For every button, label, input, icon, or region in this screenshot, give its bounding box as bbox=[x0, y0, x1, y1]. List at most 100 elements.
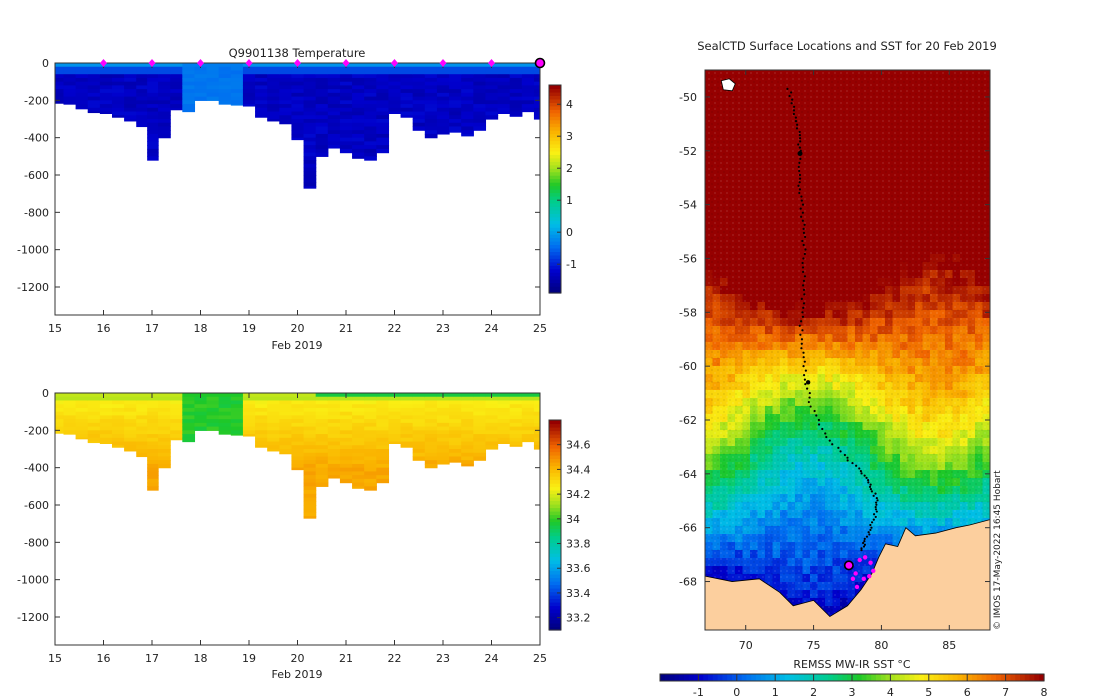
section-cell bbox=[99, 96, 113, 101]
section-cell bbox=[521, 396, 535, 402]
section-cell bbox=[364, 100, 377, 105]
section-cell bbox=[315, 104, 329, 109]
section-cell bbox=[473, 77, 487, 83]
section-cell bbox=[303, 508, 317, 514]
section-cell bbox=[147, 430, 159, 435]
section-cell bbox=[352, 434, 365, 439]
colorbar-segment bbox=[549, 476, 561, 481]
section-cell bbox=[230, 426, 244, 431]
colorbar-segment bbox=[549, 157, 561, 162]
section-cell bbox=[436, 460, 450, 465]
colorbar-segment bbox=[549, 542, 561, 547]
section-cell bbox=[461, 77, 474, 83]
colorbar-segment bbox=[549, 626, 561, 631]
section-cell bbox=[339, 107, 353, 113]
section-cell bbox=[279, 122, 293, 125]
section-cell bbox=[364, 133, 377, 139]
section-cell bbox=[279, 107, 293, 113]
section-cell bbox=[230, 70, 244, 75]
colorbar-segment bbox=[549, 182, 561, 187]
section-cell bbox=[412, 100, 426, 105]
section-cell bbox=[521, 74, 535, 79]
track-point bbox=[860, 549, 863, 552]
colorbar-segment bbox=[1020, 674, 1026, 681]
section-cell bbox=[400, 411, 414, 416]
section-cell bbox=[291, 415, 305, 420]
map-y-tick-label: -56 bbox=[679, 252, 697, 265]
section-cell bbox=[352, 437, 365, 443]
section-cell bbox=[124, 96, 137, 101]
section-cell bbox=[170, 104, 183, 109]
section-cell bbox=[136, 415, 148, 420]
colorbar-segment bbox=[549, 598, 561, 603]
track-point bbox=[813, 409, 816, 413]
section-cell bbox=[315, 148, 329, 154]
section-cell bbox=[364, 467, 377, 472]
section-cell bbox=[206, 422, 220, 428]
section-cell bbox=[473, 400, 487, 405]
colorbar-segment bbox=[698, 674, 704, 681]
section-cell bbox=[436, 85, 450, 90]
section-cell bbox=[388, 96, 402, 101]
colorbar-segment bbox=[549, 574, 561, 579]
track-point bbox=[872, 513, 876, 516]
surface-location bbox=[850, 576, 856, 582]
colorbar-segment bbox=[986, 674, 992, 681]
section-cell bbox=[303, 497, 317, 502]
section-cell bbox=[352, 467, 365, 472]
section-cell bbox=[388, 100, 402, 105]
track-point bbox=[800, 342, 803, 345]
section-cell bbox=[327, 456, 341, 461]
section-cell bbox=[509, 404, 523, 409]
temperature-surface-markers bbox=[100, 57, 546, 69]
section-cell bbox=[291, 133, 305, 139]
section-cell bbox=[424, 119, 438, 124]
section-cell bbox=[147, 467, 159, 472]
section-cell bbox=[364, 156, 377, 161]
section-cell bbox=[376, 430, 390, 435]
section-cell bbox=[339, 471, 353, 476]
section-cell bbox=[255, 426, 268, 431]
section-cell bbox=[412, 96, 426, 101]
track-point bbox=[846, 459, 849, 462]
section-cell bbox=[339, 122, 353, 128]
section-cell bbox=[255, 70, 268, 75]
colorbar-frame bbox=[548, 84, 562, 294]
colorbar-segment bbox=[549, 265, 561, 270]
section-cell bbox=[449, 396, 462, 402]
section-cell bbox=[327, 130, 341, 135]
section-cell bbox=[75, 70, 89, 75]
section-cell bbox=[303, 85, 317, 90]
section-cell bbox=[485, 396, 499, 402]
colorbar-tick-label: 0 bbox=[733, 686, 740, 699]
track-point bbox=[802, 231, 806, 234]
track-point bbox=[865, 535, 869, 538]
section-cell bbox=[99, 437, 113, 443]
section-cell bbox=[339, 426, 353, 431]
section-cell bbox=[509, 422, 523, 428]
section-cell bbox=[497, 430, 511, 435]
section-cell bbox=[364, 393, 377, 398]
section-cell bbox=[158, 411, 171, 416]
section-cell bbox=[242, 66, 256, 72]
section-cell bbox=[111, 104, 125, 109]
section-cell bbox=[327, 63, 341, 68]
section-cell bbox=[303, 486, 317, 491]
colorbar-segment bbox=[1034, 674, 1040, 681]
section-cell bbox=[497, 100, 511, 105]
section-cell bbox=[400, 104, 414, 109]
section-cell bbox=[400, 96, 414, 101]
section-cell bbox=[376, 407, 390, 413]
track-point bbox=[843, 453, 847, 457]
track-point bbox=[803, 378, 806, 381]
colorbar-segment bbox=[549, 88, 561, 93]
section-cell bbox=[339, 92, 353, 98]
section-cell bbox=[352, 393, 365, 398]
section-cell bbox=[303, 145, 317, 150]
section-cell bbox=[315, 422, 329, 428]
section-cell bbox=[206, 411, 220, 416]
section-cell bbox=[158, 66, 171, 72]
section-cell bbox=[230, 393, 244, 398]
colorbar-segment bbox=[549, 483, 561, 488]
section-cell bbox=[473, 111, 487, 116]
